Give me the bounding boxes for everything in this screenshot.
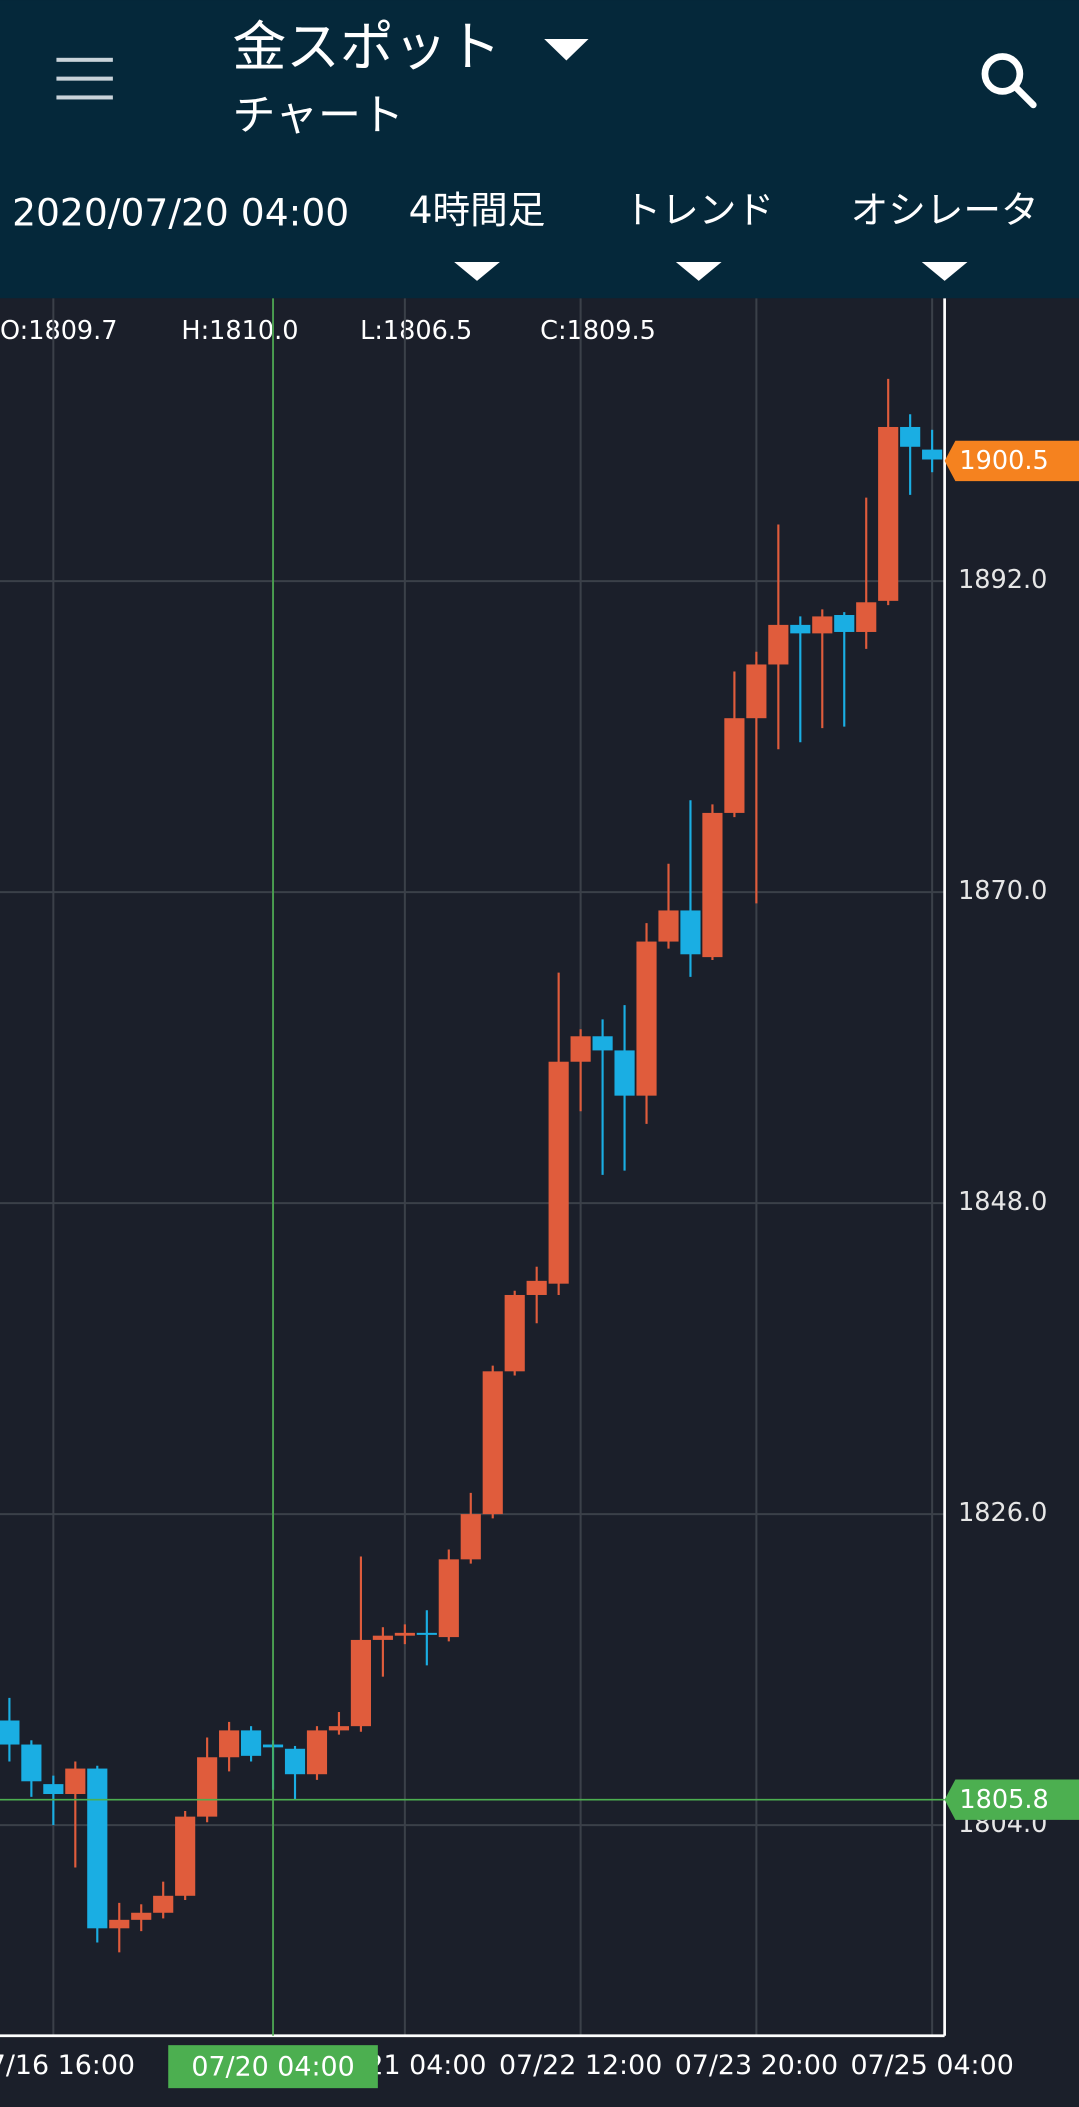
tab[interactable]: トレンド — [624, 188, 774, 232]
candle-body — [482, 1371, 503, 1515]
tab[interactable]: 4時間足 — [409, 188, 546, 232]
candle-body — [548, 1061, 569, 1284]
candle-body — [680, 910, 701, 955]
candle-body — [175, 1816, 196, 1896]
candle-body — [790, 624, 811, 634]
date-label: 2020/07/20 04:00 — [12, 191, 349, 235]
candle-body — [878, 426, 899, 601]
x-tick-label: 07/25 04:00 — [850, 2050, 1013, 2081]
candle-body — [109, 1919, 130, 1929]
candle-body — [812, 616, 833, 634]
candle-body — [350, 1639, 371, 1727]
candle-body — [197, 1757, 218, 1817]
candle-body — [306, 1730, 328, 1775]
candle-body — [856, 602, 877, 632]
menu-line — [56, 57, 113, 62]
candle-body — [240, 1730, 262, 1756]
candle-body — [87, 1768, 108, 1929]
y-tick-label: 1826.0 — [958, 1498, 1047, 1528]
menu-line — [56, 95, 113, 100]
candle-body — [416, 1632, 437, 1635]
search-button[interactable] — [981, 53, 1037, 109]
candle-body — [21, 1744, 42, 1782]
candle-body — [284, 1748, 306, 1775]
y-tick-label: 1870.0 — [958, 876, 1047, 906]
candle-body — [592, 1036, 613, 1051]
candle-body — [834, 614, 855, 632]
subtitle: チャート — [232, 91, 404, 141]
candle-body — [65, 1768, 86, 1795]
candle-body — [43, 1784, 64, 1795]
menu-line — [56, 76, 113, 81]
candle-body — [768, 624, 789, 665]
crosshair-price-tag — [944, 1779, 1079, 1820]
x-tick-label: 07/22 12:00 — [499, 2050, 662, 2081]
y-tick-label: 1892.0 — [958, 565, 1047, 595]
candle-body — [131, 1912, 152, 1920]
last-price-tag — [944, 440, 1079, 482]
candle-body — [702, 812, 723, 958]
search-icon — [1012, 84, 1037, 109]
candle-body — [658, 910, 679, 942]
title[interactable]: 金スポット — [232, 16, 501, 79]
x-tick-label: 07/16 16:00 — [0, 2050, 135, 2081]
last-price-label: 1900.5 — [959, 446, 1048, 476]
y-tick-label: 1848.0 — [958, 1187, 1047, 1217]
crosshair-price-label: 1805.8 — [959, 1785, 1048, 1815]
search-icon — [981, 53, 1024, 95]
candle-body — [900, 426, 921, 447]
tab[interactable]: オシレータ — [851, 188, 1039, 232]
ohlc-info: O:1809.7 — [0, 316, 118, 346]
candle-body — [922, 449, 943, 460]
candle-body — [504, 1294, 525, 1372]
candle-body — [724, 718, 745, 813]
candle-body — [636, 941, 657, 1096]
ohlc-info: H:1810.0 — [181, 316, 298, 346]
tab-dropdown[interactable] — [454, 262, 500, 281]
candle-body — [438, 1559, 459, 1638]
title-dropdown[interactable] — [544, 38, 589, 61]
candle-body — [526, 1280, 547, 1295]
candle-body — [394, 1632, 415, 1636]
crosshair-time-tag — [168, 2045, 378, 2089]
candle-body — [328, 1726, 350, 1731]
candle-body — [746, 664, 767, 719]
header-bar — [0, 0, 1079, 299]
candle-body — [372, 1635, 393, 1640]
candle-body — [0, 1720, 20, 1745]
tab-dropdown[interactable] — [675, 262, 722, 281]
ohlc-info: C:1809.5 — [540, 316, 656, 346]
tab-dropdown[interactable] — [921, 262, 968, 281]
candle-body — [570, 1036, 591, 1062]
candle-body — [460, 1514, 481, 1560]
menu-button[interactable] — [56, 57, 113, 100]
x-tick-label: 07/23 20:00 — [675, 2050, 838, 2081]
candle-body — [614, 1050, 635, 1096]
candle-body — [153, 1895, 174, 1913]
candle-body — [219, 1730, 240, 1758]
crosshair-time-label: 07/20 04:00 — [191, 2052, 354, 2083]
ohlc-info: L:1806.5 — [360, 316, 472, 346]
